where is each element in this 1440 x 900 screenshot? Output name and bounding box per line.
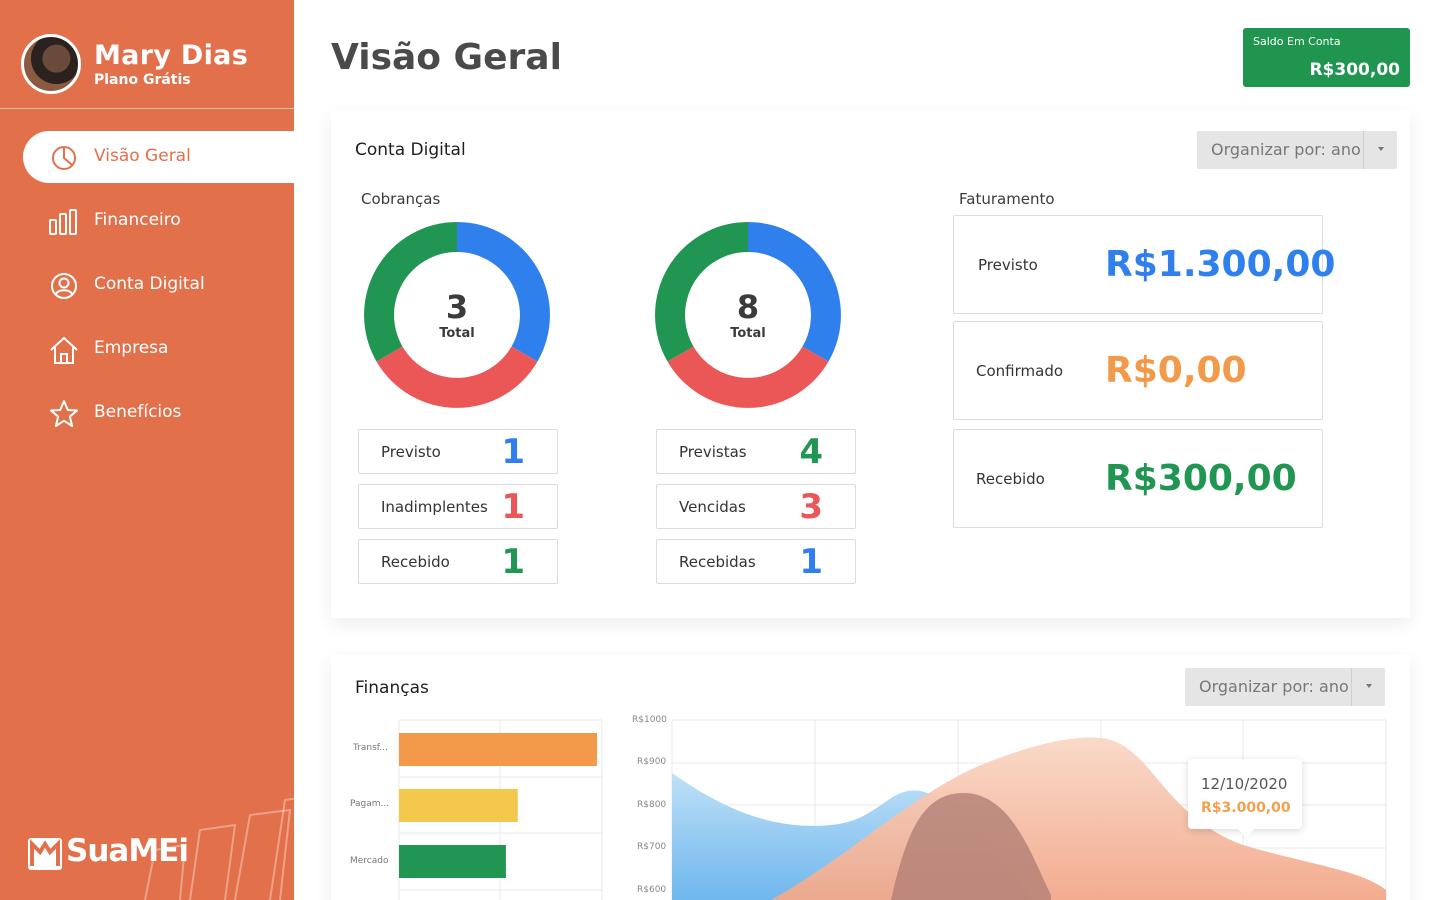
- balance-label: Saldo Em Conta: [1253, 35, 1341, 48]
- donut-total-caption: Total: [439, 326, 475, 341]
- donut-segment-green: [364, 222, 457, 362]
- sidebar-item-label: Empresa: [94, 338, 169, 358]
- profile-header: Mary Dias Plano Grátis: [0, 0, 294, 109]
- sidebar-item-label: Visão Geral: [94, 146, 191, 166]
- stat-previstas[interactable]: Previstas 4: [656, 429, 856, 474]
- bar-chart-bars: [399, 733, 597, 878]
- sort-select[interactable]: Organizar por: ano: [1185, 668, 1385, 706]
- bar-chart-icon: [49, 209, 77, 235]
- stat-previsto[interactable]: Previsto 1: [358, 429, 558, 474]
- faturamento-value: R$300,00: [1105, 458, 1297, 499]
- tooltip-value: R$3.000,00: [1201, 800, 1291, 816]
- stat-value: 1: [501, 542, 525, 582]
- star-icon: [50, 400, 78, 427]
- stat-label: Recebido: [381, 553, 450, 571]
- faturamento-label: Previsto: [978, 256, 1038, 274]
- sidebar-item-label: Conta Digital: [94, 274, 205, 294]
- bar-label: Transf...: [353, 743, 388, 753]
- sidebar: Mary Dias Plano Grátis Visão Geral Finan…: [0, 0, 294, 900]
- y-tick: R$900: [637, 757, 667, 767]
- faturamento-label: Confirmado: [976, 362, 1064, 380]
- sidebar-item-label: Benefícios: [94, 402, 182, 422]
- decorative-lines: [144, 797, 294, 900]
- stat-label: Previsto: [381, 443, 441, 461]
- stat-recebido[interactable]: Recebido 1: [358, 539, 558, 584]
- stat-value: 1: [799, 542, 823, 582]
- y-tick: R$800: [637, 800, 667, 810]
- y-tick: R$700: [637, 842, 667, 852]
- stat-value: 1: [501, 487, 525, 527]
- faturamento-confirmado[interactable]: Confirmado R$0,00: [953, 321, 1323, 420]
- chevron-down-icon: [1363, 131, 1397, 169]
- sidebar-item-visao-geral[interactable]: Visão Geral: [23, 131, 294, 183]
- donut-total-value: 3: [445, 288, 469, 326]
- bar[interactable]: [399, 845, 506, 878]
- faturamento-previsto[interactable]: Previsto R$1.300,00: [953, 215, 1335, 314]
- donut-svg: [655, 222, 841, 408]
- balance-value: R$300,00: [1309, 60, 1400, 80]
- home-icon: [50, 336, 78, 364]
- stat-label: Vencidas: [679, 498, 746, 516]
- user-circle-icon: [51, 273, 77, 299]
- card-title: Finanças: [355, 678, 429, 698]
- sidebar-item-financeiro[interactable]: Financeiro: [23, 195, 294, 247]
- bar[interactable]: [399, 733, 597, 766]
- logo: SuaMEi: [66, 833, 189, 869]
- sidebar-item-empresa[interactable]: Empresa: [23, 323, 294, 375]
- y-tick: R$600: [637, 885, 667, 895]
- bar-label: Pagam...: [350, 799, 390, 809]
- financas-card: Finanças Organizar por: ano: [331, 655, 1410, 900]
- faturamento-label: Faturamento: [959, 190, 1055, 208]
- stat-value: 4: [799, 432, 823, 472]
- stat-label: Inadimplentes: [381, 498, 488, 516]
- bar-label: Mercado: [350, 856, 389, 866]
- stat-vencidas[interactable]: Vencidas 3: [656, 484, 856, 529]
- stat-label: Previstas: [679, 443, 747, 461]
- stat-value: 3: [799, 487, 823, 527]
- area-series-overlap: [891, 792, 1051, 900]
- stat-recebidas[interactable]: Recebidas 1: [656, 539, 856, 584]
- faturamento-recebido[interactable]: Recebido R$300,00: [953, 429, 1323, 528]
- user-plan: Plano Grátis: [94, 72, 191, 88]
- sidebar-item-beneficios[interactable]: Benefícios: [23, 387, 294, 439]
- card-title: Conta Digital: [355, 140, 466, 160]
- donut-chart-status: 8 Total: [653, 220, 843, 410]
- balance-card: Saldo Em Conta R$300,00: [1243, 28, 1410, 87]
- cobrancas-label: Cobranças: [361, 190, 441, 208]
- sort-select-label: Organizar por: ano: [1211, 140, 1361, 159]
- donut-chart-cobrancas: 3 Total: [362, 220, 552, 410]
- donut-total-caption: Total: [730, 326, 766, 341]
- faturamento-label: Recebido: [976, 470, 1045, 488]
- sidebar-item-label: Financeiro: [94, 210, 181, 230]
- faturamento-value: R$1.300,00: [1105, 244, 1336, 285]
- sort-select[interactable]: Organizar por: ano: [1197, 131, 1397, 169]
- financas-charts: [398, 719, 1387, 900]
- donut-segment-blue: [748, 222, 841, 362]
- faturamento-value: R$0,00: [1105, 350, 1247, 391]
- logo-mark-icon: [28, 838, 62, 870]
- y-tick: R$1000: [632, 715, 667, 725]
- chart-tooltip: 12/10/2020 R$3.000,00: [1188, 759, 1302, 837]
- donut-svg: [364, 222, 550, 408]
- bar[interactable]: [399, 789, 518, 822]
- stat-value: 1: [501, 432, 525, 472]
- conta-digital-card: Conta Digital Organizar por: ano Cobranç…: [331, 110, 1410, 618]
- stat-inadimplentes[interactable]: Inadimplentes 1: [358, 484, 558, 529]
- donut-segment-green: [655, 222, 748, 362]
- user-name: Mary Dias: [94, 40, 249, 71]
- donut-total-value: 8: [736, 288, 760, 326]
- page-title: Visão Geral: [331, 37, 562, 78]
- sidebar-item-conta-digital[interactable]: Conta Digital: [23, 259, 294, 311]
- stat-label: Recebidas: [679, 553, 756, 571]
- pie-chart-icon: [52, 146, 76, 170]
- avatar[interactable]: [21, 34, 81, 94]
- tooltip-date: 12/10/2020: [1201, 775, 1288, 793]
- donut-segment-red: [667, 346, 829, 408]
- sort-select-label: Organizar por: ano: [1199, 677, 1349, 696]
- chevron-down-icon: [1351, 668, 1385, 706]
- donut-segment-red: [376, 346, 538, 408]
- donut-segment-blue: [457, 222, 550, 362]
